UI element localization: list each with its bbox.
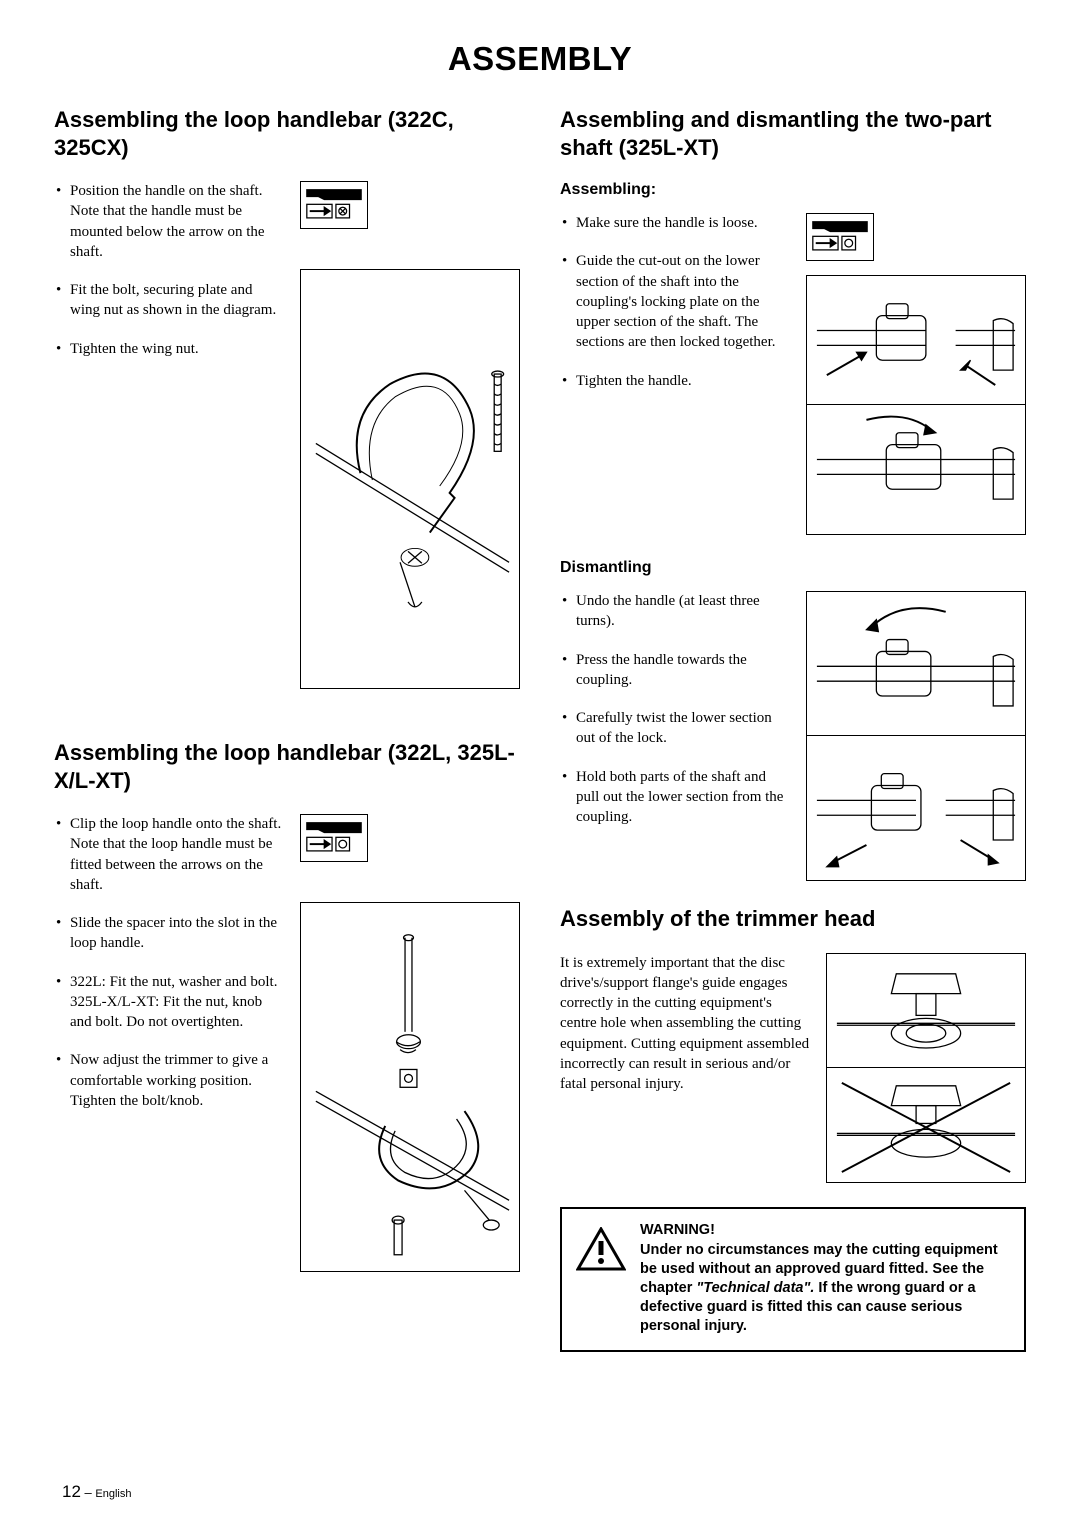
list-item: Tighten the wing nut. [54, 339, 285, 359]
shaft-dismantle-diagram-2 [806, 736, 1026, 881]
left-section2-heading: Assembling the loop handlebar (322L, 325… [54, 739, 520, 794]
page-number: 12 [62, 1482, 81, 1501]
list-item: Now adjust the trimmer to give a comfort… [54, 1050, 285, 1111]
left-column: Assembling the loop handlebar (322C, 325… [54, 106, 520, 1352]
right-column: Assembling and dismantling the two-part … [560, 106, 1026, 1352]
right-section2-heading: Assembly of the trimmer head [560, 905, 1026, 933]
list-item: 322L: Fit the nut, washer and bolt. 325L… [54, 972, 285, 1033]
assembling-list: Make sure the handle is loose. Guide the… [560, 213, 791, 391]
warning-reference: "Technical data". [696, 1280, 814, 1296]
left-section2-list: Clip the loop handle onto the shaft. Not… [54, 814, 285, 1111]
list-item: Guide the cut-out on the lower section o… [560, 251, 791, 352]
footer-language: English [95, 1488, 131, 1500]
arrow-reference-icon [806, 213, 874, 261]
list-item: Press the handle towards the coupling. [560, 650, 791, 691]
trimmer-head-diagram-2 [826, 1068, 1026, 1183]
footer-separator: – [81, 1485, 95, 1500]
loop-handlebar-diagram-1 [300, 269, 520, 689]
assembling-subheading: Assembling: [560, 181, 1026, 199]
shaft-assembly-diagram-1 [806, 275, 1026, 405]
page-footer: 12 – English [62, 1482, 131, 1502]
arrow-reference-icon [300, 814, 368, 862]
loop-handlebar-diagram-2 [300, 902, 520, 1272]
list-item: Carefully twist the lower section out of… [560, 708, 791, 749]
content-columns: Assembling the loop handlebar (322C, 325… [54, 106, 1026, 1352]
shaft-dismantle-diagram-1 [806, 591, 1026, 736]
warning-box: WARNING! Under no circumstances may the … [560, 1207, 1026, 1352]
list-item: Make sure the handle is loose. [560, 213, 791, 233]
list-item: Position the handle on the shaft. Note t… [54, 181, 285, 262]
warning-triangle-icon [576, 1227, 626, 1271]
page-title: ASSEMBLY [54, 40, 1026, 78]
list-item: Slide the spacer into the slot in the lo… [54, 913, 285, 954]
arrow-reference-icon [300, 181, 368, 229]
list-item: Clip the loop handle onto the shaft. Not… [54, 814, 285, 895]
list-item: Undo the handle (at least three turns). [560, 591, 791, 632]
trimmer-head-intro: It is extremely important that the disc … [560, 953, 811, 1095]
dismantling-list: Undo the handle (at least three turns). … [560, 591, 791, 827]
warning-content: WARNING! Under no circumstances may the … [640, 1221, 1010, 1336]
left-section1-heading: Assembling the loop handlebar (322C, 325… [54, 106, 520, 161]
left-section1-list: Position the handle on the shaft. Note t… [54, 181, 285, 359]
trimmer-head-diagram-1 [826, 953, 1026, 1068]
list-item: Fit the bolt, securing plate and wing nu… [54, 280, 285, 321]
warning-title: WARNING! [640, 1221, 1010, 1240]
right-section1-heading: Assembling and dismantling the two-part … [560, 106, 1026, 161]
list-item: Tighten the handle. [560, 371, 791, 391]
list-item: Hold both parts of the shaft and pull ou… [560, 767, 791, 828]
dismantling-subheading: Dismantling [560, 559, 1026, 577]
shaft-assembly-diagram-2 [806, 405, 1026, 535]
